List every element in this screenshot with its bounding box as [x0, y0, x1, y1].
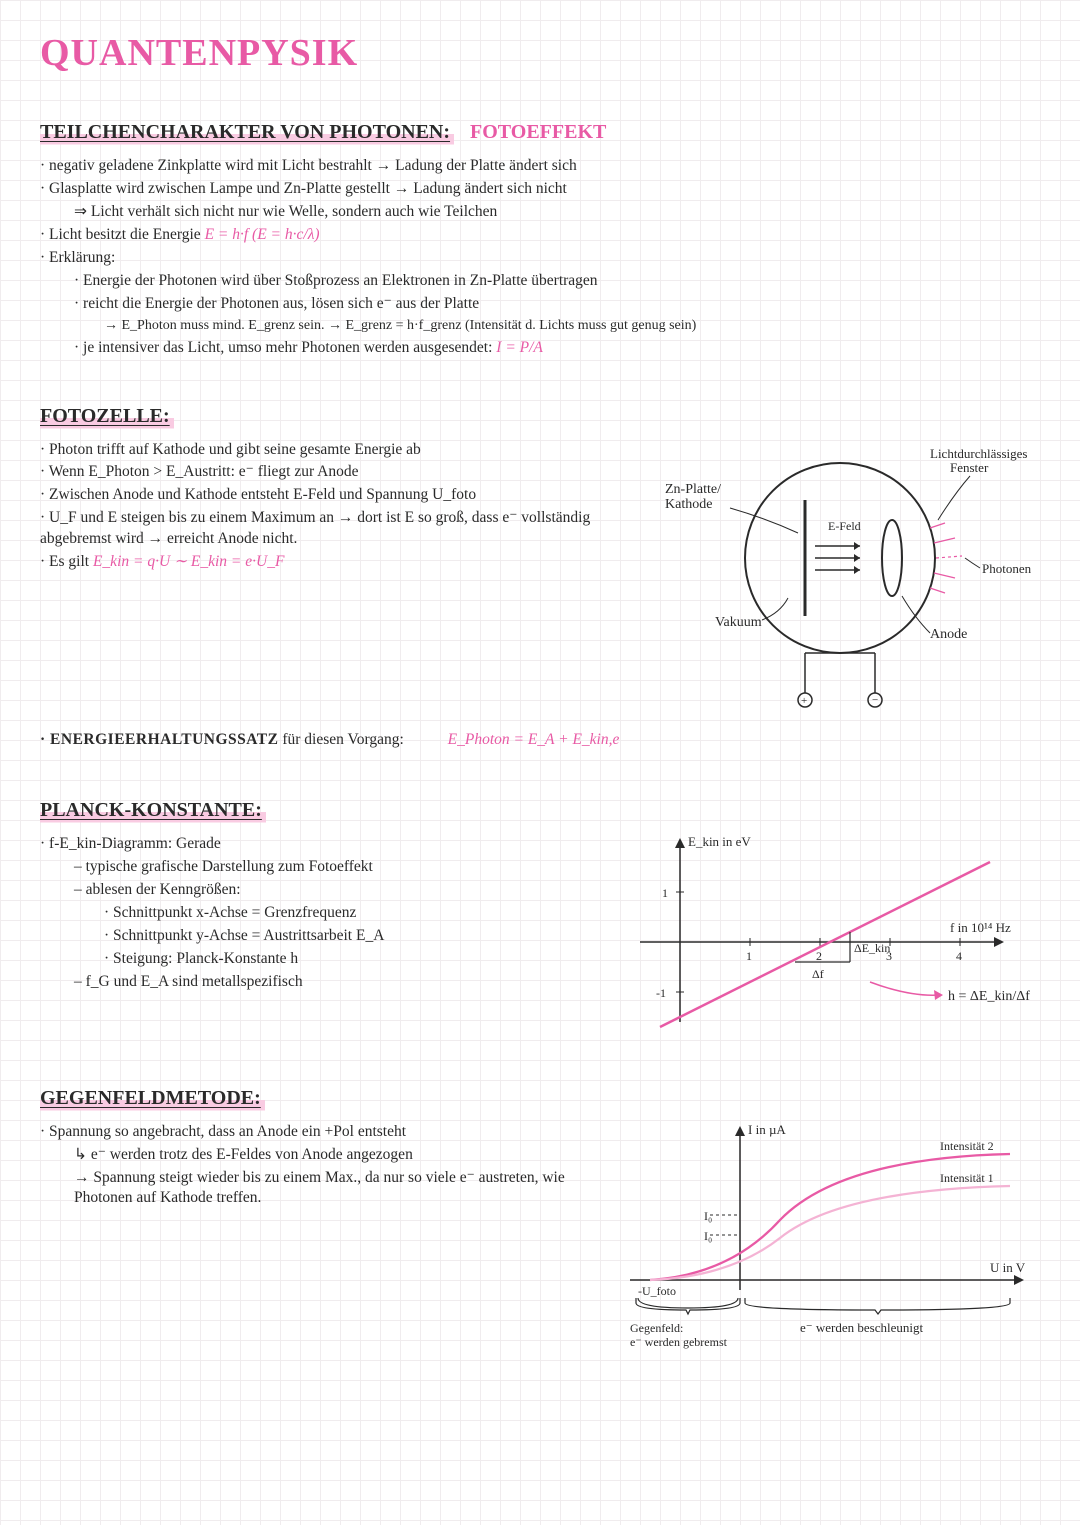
note-line: · Es gilt E_kin = q·U ∼ E_kin = e·U_F [40, 552, 600, 573]
note-line: · f-E_kin-Diagramm: Gerade [40, 834, 600, 855]
note-line: · U_F und E steigen bis zu einem Maximum… [40, 508, 600, 550]
lbl-photonen: Photonen [982, 561, 1032, 576]
svg-text:Intensität 1: Intensität 1 [940, 1171, 994, 1185]
section-head-fotozelle: FOTOZELLE: [40, 403, 174, 430]
svg-text:E_kin in eV: E_kin in eV [688, 834, 751, 849]
formula-intensity: I = P/A [496, 339, 543, 356]
note-line: für diesen Vorgang: [282, 731, 403, 748]
note-line: ⇒ Licht verhält sich nicht nur wie Welle… [74, 202, 1040, 223]
formula-ekin: E_kin = q·U ∼ E_kin = e·U_F [93, 553, 284, 570]
page-title: QUANTENPYSIK [40, 28, 1040, 79]
note-line: · Energie der Photonen wird über Stoßpro… [74, 271, 1040, 292]
note-line: · Photon trifft auf Kathode und gibt sei… [40, 440, 600, 461]
svg-text:-U_foto: -U_foto [638, 1284, 676, 1298]
note-line: · Zwischen Anode und Kathode entsteht E-… [40, 485, 600, 506]
note-line: · Wenn E_Photon > E_Austritt: e⁻ fliegt … [40, 462, 600, 483]
note-line: ↳ e⁻ werden trotz des E-Feldes von Anode… [74, 1145, 600, 1166]
teilchencharakter-notes: · negativ geladene Zinkplatte wird mit L… [40, 156, 1040, 358]
svg-text:I in µA: I in µA [748, 1122, 786, 1137]
svg-text:Δf: Δf [812, 967, 824, 981]
note-line: · reicht die Energie der Photonen aus, l… [74, 294, 1040, 315]
svg-text:I₀: I₀ [704, 1209, 712, 1223]
svg-text:2: 2 [816, 949, 822, 963]
section-head-planck: PLANCK-KONSTANTE: [40, 797, 266, 824]
note-line: · je intensiver das Licht, umso mehr Pho… [74, 338, 1040, 359]
lbl-kathode: Zn-Platte/Kathode [665, 482, 721, 512]
formula-energieerhaltung: E_Photon = E_A + E_kin,e [448, 731, 620, 748]
planck-notes: · f-E_kin-Diagramm: Gerade – typische gr… [40, 832, 600, 1049]
note-line: · Schnittpunkt y-Achse = Austrittsarbeit… [104, 926, 600, 947]
note-line: – typische grafische Darstellung zum Fot… [74, 857, 600, 878]
note-line: · Steigung: Planck-Konstante h [104, 949, 600, 970]
svg-text:−: − [872, 694, 878, 706]
note-line: · Spannung so angebracht, dass an Anode … [40, 1122, 600, 1143]
svg-text:ΔE_kin: ΔE_kin [854, 941, 890, 955]
note-line: – ablesen der Kenngrößen: [74, 880, 600, 901]
lbl-efeld: E-Feld [828, 519, 861, 533]
svg-text:+: + [801, 695, 807, 707]
note-line: → E_Photon muss mind. E_grenz sein. → E_… [104, 317, 1040, 336]
svg-text:f in 10¹⁴ Hz: f in 10¹⁴ Hz [950, 920, 1011, 935]
formula-photon-energy: E = h·f (E = h·c/λ) [205, 226, 320, 243]
note-line: · Schnittpunkt x-Achse = Grenzfrequenz [104, 903, 600, 924]
note-line: · Erklärung: [40, 248, 1040, 269]
svg-text:I₀: I₀ [704, 1229, 712, 1243]
note-line: · Glasplatte wird zwischen Lampe und Zn-… [40, 179, 1040, 200]
planck-chart: 1 2 3 4 1 -1 ΔE_kin Δf h = ΔE_kin/Δf E_k… [610, 832, 1040, 1049]
svg-text:-1: -1 [656, 986, 666, 1000]
fotozelle-notes: · Photon trifft auf Kathode und gibt sei… [40, 438, 600, 725]
lbl-anode: Anode [930, 627, 967, 642]
fotozelle-diagram: + − Zn-Platte/Kathode E-Feld Vakuum Anod… [610, 438, 1040, 725]
svg-text:Intensität 2: Intensität 2 [940, 1139, 994, 1153]
note-line: · Licht besitzt die Energie E = h·f (E =… [40, 225, 1040, 246]
gegenfeld-chart: I₀ I₀ Intensität 2 Intensität 1 -U_foto … [610, 1120, 1040, 1367]
svg-text:4: 4 [956, 949, 962, 963]
section-head-teilchencharakter: TEILCHENCHARAKTER VON PHOTONEN: [40, 119, 454, 146]
section-head-gegenfeld: GEGENFELDMETODE: [40, 1085, 265, 1112]
note-line: · negativ geladene Zinkplatte wird mit L… [40, 156, 1040, 177]
energieerhaltung-label: · ENERGIEERHALTUNGSSATZ [40, 731, 278, 748]
svg-text:1: 1 [662, 886, 668, 900]
note-line: → Spannung steigt wieder bis zu einem Ma… [74, 1168, 600, 1210]
note-line: – f_G und E_A sind metallspezifisch [74, 972, 600, 993]
svg-text:Gegenfeld:e⁻ werden gebremst: Gegenfeld:e⁻ werden gebremst [630, 1321, 728, 1349]
gegenfeld-notes: · Spannung so angebracht, dass an Anode … [40, 1120, 600, 1367]
section-head-fotoeffekt: FOTOEFFEKT [470, 119, 610, 146]
svg-text:h = ΔE_kin/Δf: h = ΔE_kin/Δf [948, 989, 1030, 1004]
lbl-vakuum: Vakuum [715, 615, 762, 630]
svg-text:U in V: U in V [990, 1260, 1026, 1275]
svg-text:1: 1 [746, 949, 752, 963]
lbl-fenster: LichtdurchlässigesFenster [930, 446, 1027, 475]
svg-text:e⁻ werden beschleunigt: e⁻ werden beschleunigt [800, 1320, 923, 1335]
